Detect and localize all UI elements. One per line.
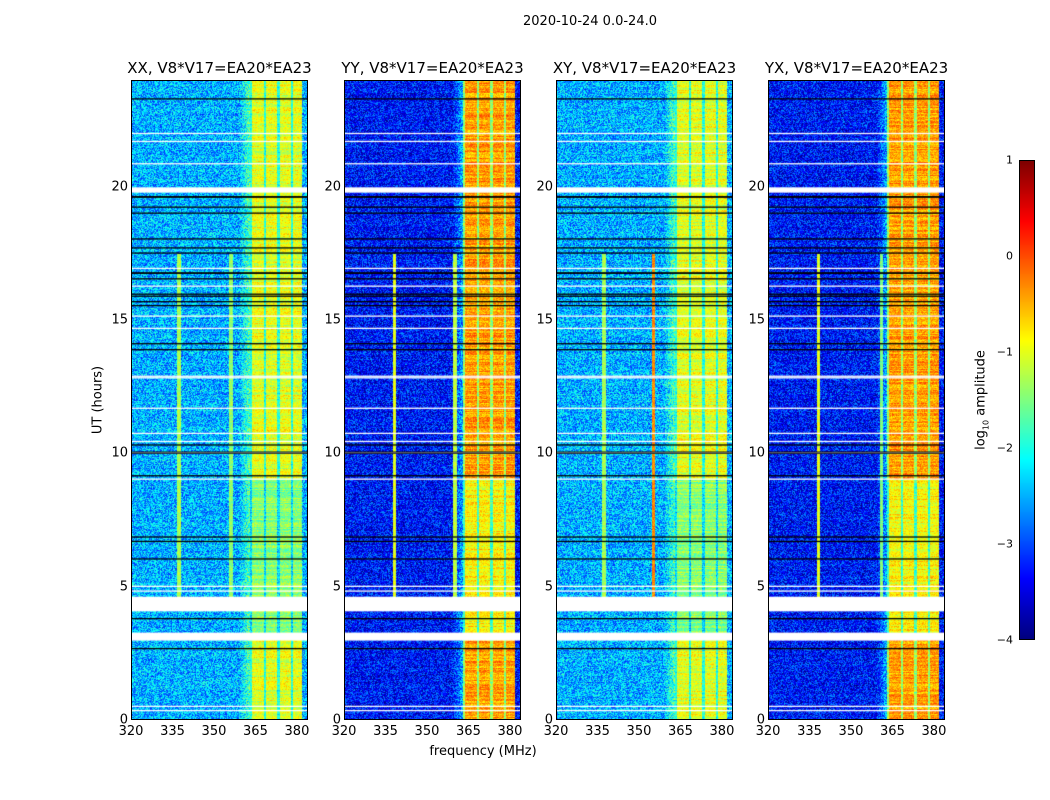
y-tick-label: 15	[536, 312, 553, 328]
y-tick-label: 10	[748, 445, 765, 461]
spectrogram-panel	[131, 80, 308, 720]
x-tick-label: 350	[201, 724, 227, 739]
x-tick-label: 380	[921, 724, 947, 739]
colorbar-tick-label: −4	[996, 633, 1013, 647]
x-tick-label: 320	[543, 724, 569, 739]
y-tick-label: 10	[536, 445, 553, 461]
colorbar-tick-label: −2	[996, 441, 1013, 455]
x-tick-label: 350	[838, 724, 864, 739]
x-tick-label: 365	[668, 724, 693, 739]
y-tick-label: 20	[111, 179, 128, 195]
colorbar-label: log10 amplitude	[974, 350, 991, 450]
y-tick-label: 0	[544, 712, 553, 728]
y-tick-label: 0	[119, 712, 128, 728]
x-tick-label: 335	[797, 724, 822, 739]
y-tick-label: 10	[111, 445, 128, 461]
spectrogram-image	[345, 81, 520, 719]
x-tick-label: 365	[456, 724, 481, 739]
y-tick-label: 0	[756, 712, 765, 728]
panel-title: XY, V8*V17=EA20*EA23	[552, 59, 737, 77]
y-axis-label: UT (hours)	[90, 365, 106, 435]
x-tick-label: 335	[373, 724, 398, 739]
x-tick-label: 350	[414, 724, 440, 739]
y-tick-label: 15	[111, 312, 128, 328]
y-tick-label: 20	[748, 179, 765, 195]
x-tick-label: 335	[160, 724, 185, 739]
colorbar-label-log: log	[973, 430, 989, 450]
x-tick-label: 320	[331, 724, 357, 739]
y-tick-label: 15	[324, 312, 341, 328]
colorbar-tick-label: −1	[996, 345, 1013, 359]
x-tick-label: 320	[118, 724, 144, 739]
colorbar-label-rest: amplitude	[973, 350, 989, 420]
x-tick-label: 350	[626, 724, 652, 739]
x-tick-label: 365	[243, 724, 268, 739]
y-tick-label: 15	[748, 312, 765, 328]
spectrogram-panel	[556, 80, 733, 720]
colorbar-tick-label: 0	[1006, 249, 1013, 263]
panel-title: XX, V8*V17=EA20*EA23	[127, 59, 312, 77]
y-tick-label: 20	[536, 179, 553, 195]
x-tick-label: 365	[880, 724, 905, 739]
spectrogram-panel	[344, 80, 521, 720]
x-axis-label: frequency (MHz)	[429, 744, 537, 759]
y-tick-label: 5	[332, 579, 341, 595]
y-tick-label: 10	[324, 445, 341, 461]
colorbar-tick-label: −3	[996, 537, 1013, 551]
colorbar-label-sub: 10	[981, 419, 991, 431]
x-tick-label: 320	[755, 724, 781, 739]
spectrogram-image	[132, 81, 307, 719]
y-tick-label: 5	[756, 579, 765, 595]
spectrogram-panel	[768, 80, 945, 720]
colorbar-tick-label: 1	[1006, 153, 1013, 167]
colorbar	[1019, 160, 1035, 640]
x-tick-label: 380	[284, 724, 310, 739]
x-tick-label: 335	[585, 724, 610, 739]
y-tick-label: 20	[324, 179, 341, 195]
y-tick-label: 0	[332, 712, 341, 728]
panel-title: YY, V8*V17=EA20*EA23	[341, 59, 524, 77]
y-tick-label: 5	[119, 579, 128, 595]
spectrogram-image	[769, 81, 944, 719]
spectrogram-image	[557, 81, 732, 719]
x-tick-label: 380	[709, 724, 735, 739]
x-tick-label: 380	[497, 724, 523, 739]
y-tick-label: 5	[544, 579, 553, 595]
panel-title: YX, V8*V17=EA20*EA23	[764, 59, 949, 77]
figure-title: 2020-10-24 0.0-24.0	[523, 14, 657, 29]
